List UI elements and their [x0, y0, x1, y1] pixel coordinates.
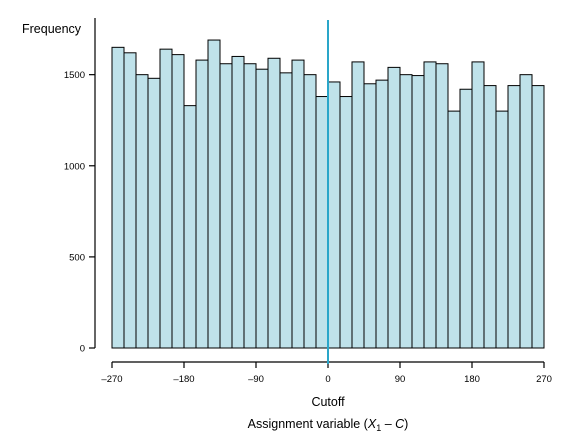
histogram-bar: [195, 59, 209, 349]
y-tick-label: 1000: [64, 161, 85, 172]
x-tick-label: 180: [464, 374, 480, 385]
y-tick-label: 0: [80, 344, 85, 355]
histogram-bar: [351, 61, 365, 349]
x-axis-title-prefix: Assignment variable (: [248, 417, 369, 431]
histogram-bar: [399, 74, 413, 349]
histogram-bar: [363, 83, 377, 349]
x-tick-label: 270: [536, 374, 552, 385]
x-axis-title: Assignment variable (X1 – C): [248, 417, 409, 433]
histogram-bar: [507, 85, 521, 349]
histogram-bar: [147, 77, 161, 349]
bars-layer: [111, 39, 545, 349]
histogram-bar: [291, 59, 305, 349]
histogram-bar: [327, 81, 341, 349]
histogram-bar: [279, 72, 293, 349]
x-tick-label: 90: [395, 374, 406, 385]
histogram-bar: [159, 48, 173, 349]
histogram-bar: [519, 74, 533, 349]
histogram-bar: [387, 66, 401, 349]
histogram-bar: [459, 88, 473, 349]
x-axis-title-const: C: [395, 417, 405, 431]
histogram-bar: [339, 96, 353, 349]
histogram-bar: [303, 74, 317, 349]
x-tick-label: –90: [248, 374, 264, 385]
histogram-bar: [315, 96, 329, 349]
x-axis-title-suffix: ): [404, 417, 408, 431]
x-tick-label: –180: [173, 374, 194, 385]
histogram-bar: [483, 85, 497, 349]
histogram-bar: [219, 63, 233, 349]
histogram-bar: [111, 46, 125, 349]
histogram-bar: [471, 61, 485, 349]
x-ticks: –270 –180 –90 0 90 180 270: [101, 362, 552, 385]
histogram-bar: [207, 39, 221, 349]
histogram-bar: [123, 52, 137, 349]
histogram-bar: [423, 61, 437, 349]
cutoff-label: Cutoff: [311, 395, 345, 409]
x-axis-title-sub: 1: [376, 423, 381, 433]
x-axis-title-var: X: [367, 417, 377, 431]
histogram-bar: [183, 105, 197, 349]
histogram-bar: [267, 57, 281, 349]
x-axis-title-mid: –: [381, 417, 395, 431]
histogram-bar: [531, 85, 545, 349]
y-tick-label: 500: [69, 252, 85, 263]
x-tick-label: –270: [101, 374, 122, 385]
y-ticks: 0 500 1000 1500: [64, 70, 95, 355]
x-tick-label: 0: [325, 374, 330, 385]
y-axis-title: Frequency: [22, 22, 82, 36]
histogram-bar: [435, 63, 449, 349]
histogram-bar: [411, 75, 425, 349]
histogram-bar: [171, 54, 185, 349]
y-tick-label: 1500: [64, 70, 85, 81]
histogram-bar: [495, 110, 509, 349]
histogram-bar: [255, 68, 269, 349]
histogram-bar: [447, 110, 461, 349]
histogram-bar: [135, 74, 149, 349]
histogram-bar: [231, 55, 245, 349]
histogram-bar: [375, 79, 389, 349]
histogram-bar: [243, 63, 257, 349]
